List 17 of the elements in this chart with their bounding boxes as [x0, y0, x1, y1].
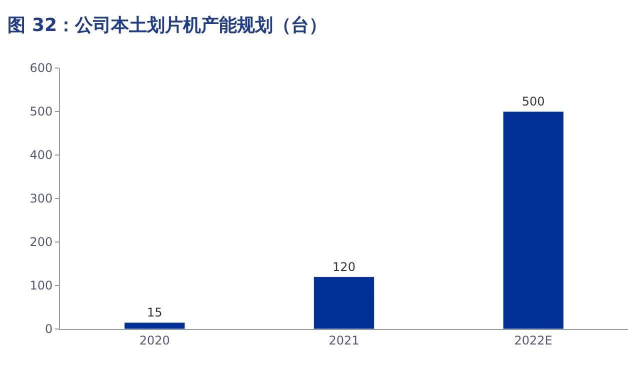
y-tick-label: 400 — [30, 148, 53, 162]
y-tick-label: 100 — [30, 278, 53, 293]
x-tick-label: 2021 — [328, 333, 360, 348]
y-tick-label: 600 — [30, 61, 53, 76]
chart-title: 图 32：公司本土划片机产能规划（台） — [8, 15, 328, 36]
data-label: 15 — [147, 305, 162, 320]
y-tick-label: 0 — [44, 322, 53, 336]
bar — [502, 111, 564, 329]
bar — [124, 322, 186, 329]
data-label: 120 — [332, 260, 356, 274]
y-tick-label: 300 — [30, 192, 53, 206]
x-tick-label: 2020 — [139, 333, 170, 348]
y-tick-label: 200 — [30, 235, 53, 250]
y-tick-label: 500 — [30, 104, 53, 119]
data-label: 500 — [522, 94, 545, 108]
x-tick-label: 2022E — [514, 333, 552, 348]
bar — [313, 276, 375, 329]
